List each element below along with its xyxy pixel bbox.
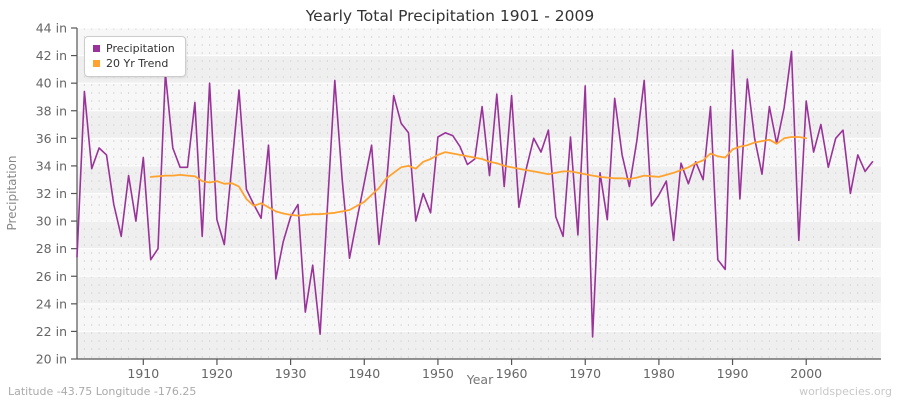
plot-band: [77, 331, 881, 359]
footer-coordinates: Latitude -43.75 Longitude -176.25: [8, 385, 197, 398]
y-tick-label: 42 in: [36, 48, 67, 63]
y-tick-label: 34 in: [36, 158, 67, 173]
y-tick-label: 32 in: [36, 186, 67, 201]
trend-swatch-icon: [93, 60, 100, 67]
y-tick-label: 24 in: [36, 296, 67, 311]
y-tick-label: 20 in: [36, 352, 67, 367]
precipitation-swatch-icon: [93, 45, 100, 52]
y-axis-title: Precipitation: [5, 155, 19, 231]
x-tick-label: 1910: [127, 366, 159, 381]
x-tick-label: 1920: [201, 366, 233, 381]
y-tick-label: 22 in: [36, 324, 67, 339]
plot-band: [77, 193, 881, 222]
x-tick-label: 1940: [348, 366, 380, 381]
y-tick-label: 38 in: [36, 103, 67, 118]
plot-band: [77, 55, 881, 84]
plot-band: [77, 303, 881, 332]
plot-band: [77, 28, 881, 56]
precipitation-series-line: [76, 49, 874, 338]
legend-item-trend: 20 Yr Trend: [93, 56, 175, 71]
plot-band: [77, 276, 881, 304]
legend-label-precipitation: Precipitation: [106, 42, 175, 55]
y-tick-label: 26 in: [36, 269, 67, 284]
legend-item-precipitation: Precipitation: [93, 41, 175, 56]
plot-band: [77, 221, 881, 249]
plot-band: [77, 138, 881, 166]
x-tick-label: 1950: [422, 366, 454, 381]
chart-title: Yearly Total Precipitation 1901 - 2009: [305, 7, 595, 25]
x-tick-label: 1990: [717, 366, 749, 381]
x-tick-label: 2000: [790, 366, 822, 381]
trend-series-line: [149, 136, 808, 217]
plot-band: [77, 248, 881, 277]
y-tick-label: 40 in: [36, 76, 67, 91]
x-tick-label: 1970: [569, 366, 601, 381]
y-tick-label: 36 in: [36, 131, 67, 146]
x-tick-label: 1980: [643, 366, 675, 381]
footer-watermark: worldspecies.org: [799, 385, 892, 398]
x-axis-title: Year: [466, 372, 494, 387]
x-tick-label: 1930: [275, 366, 307, 381]
legend-label-trend: 20 Yr Trend: [106, 57, 169, 70]
legend: Precipitation 20 Yr Trend: [84, 36, 186, 77]
x-tick-label: 1960: [496, 366, 528, 381]
y-tick-label: 44 in: [36, 21, 67, 36]
plot-band: [77, 83, 881, 111]
y-tick-label: 28 in: [36, 241, 67, 256]
y-tick-label: 30 in: [36, 214, 67, 229]
